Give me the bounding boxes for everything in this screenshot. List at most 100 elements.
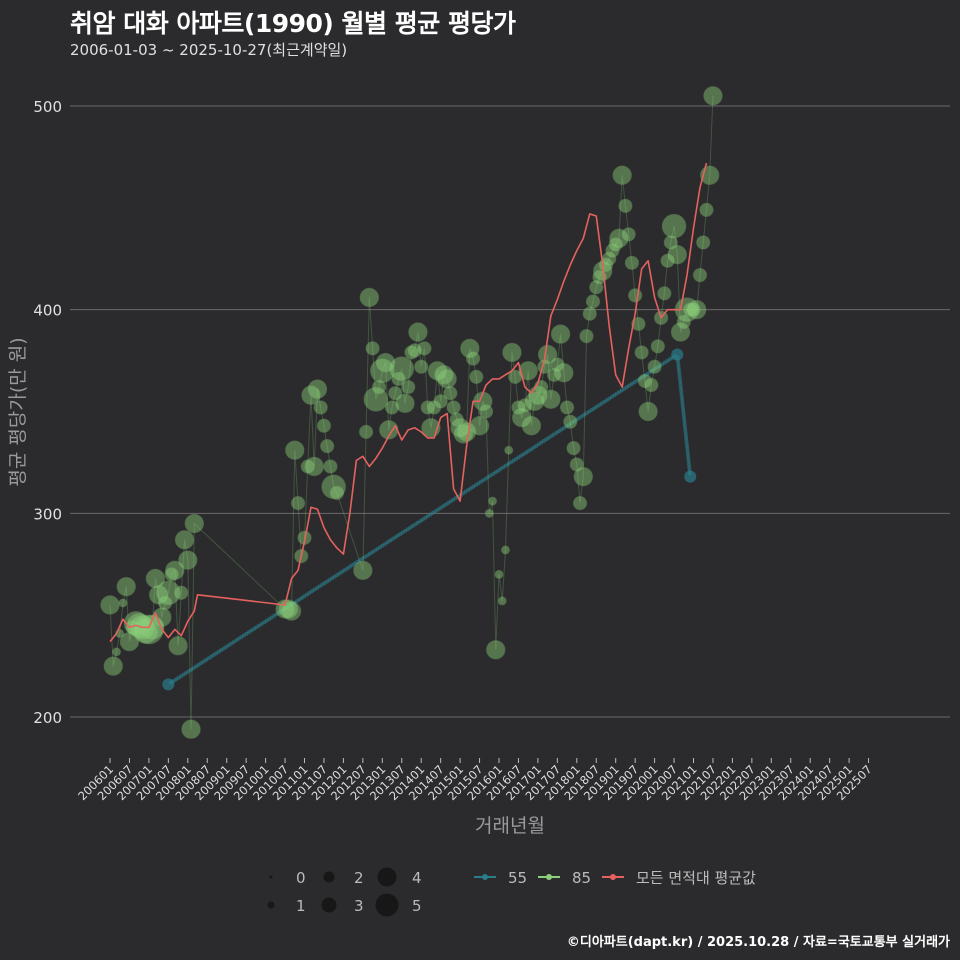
series-55-point xyxy=(671,348,684,361)
legend-size-label: 5 xyxy=(412,897,422,915)
series-85-point xyxy=(579,329,594,344)
series-85-point xyxy=(414,359,429,374)
series-85-point xyxy=(307,379,328,399)
series-85-point xyxy=(592,269,607,285)
legend-size-circle xyxy=(323,871,335,883)
series-85-point xyxy=(313,400,328,415)
series-85-point xyxy=(420,400,435,415)
series-55-dot xyxy=(685,447,690,452)
series-55-dot xyxy=(685,453,690,458)
y-tick-label: 500 xyxy=(33,98,62,116)
series-85-point xyxy=(624,255,640,270)
y-axis-label: 평균 평당가(만 원) xyxy=(7,337,29,486)
series-85-point xyxy=(644,377,659,393)
series-85-point xyxy=(164,567,179,582)
series-85-point xyxy=(443,386,458,401)
series-55-dot xyxy=(678,379,683,384)
series-85-point xyxy=(550,357,565,372)
series-85-point xyxy=(518,361,538,381)
series-85-point xyxy=(174,530,195,550)
series-85-point xyxy=(417,341,432,356)
series-85-point xyxy=(661,213,687,239)
series-85-point xyxy=(631,316,646,332)
series-85-point xyxy=(478,404,494,419)
series-85-point xyxy=(184,513,204,534)
series-85-point xyxy=(358,424,374,439)
series-55-dot xyxy=(686,456,691,461)
series-85-point xyxy=(320,439,335,454)
series-85-point xyxy=(388,386,403,401)
series-55-dot xyxy=(686,459,691,464)
series-55-dot xyxy=(682,416,687,421)
series-85-point xyxy=(134,614,164,645)
series-85-point xyxy=(300,459,315,474)
grid-lines xyxy=(70,105,950,718)
series-85-point xyxy=(304,456,324,477)
series-85-point xyxy=(301,385,321,405)
series-85-point xyxy=(488,496,498,506)
series-85-point xyxy=(465,351,481,366)
series-55-dot xyxy=(681,410,686,415)
series-85-point xyxy=(683,302,698,317)
series-85-point xyxy=(427,400,442,415)
series-85-point xyxy=(168,636,188,656)
series-85-point xyxy=(174,585,189,600)
series-85-point xyxy=(647,359,662,374)
series-85-point xyxy=(650,339,665,354)
series-85-point xyxy=(370,358,395,384)
series-85-point xyxy=(359,287,380,308)
y-tick-label: 200 xyxy=(33,709,62,727)
series-85-point xyxy=(687,299,707,320)
series-85-point xyxy=(494,569,504,579)
series-85-point xyxy=(100,595,120,615)
series-85-point xyxy=(125,620,140,635)
series-85-point xyxy=(667,244,687,265)
series-85-point xyxy=(408,322,428,342)
legend-series-dot xyxy=(610,874,616,880)
series-55-dot xyxy=(686,462,691,467)
series-85-point xyxy=(670,322,691,342)
series-85-line xyxy=(109,95,714,730)
series-85-point xyxy=(521,416,542,436)
series-85-point xyxy=(353,560,373,581)
series-85-point xyxy=(589,280,604,295)
series-55-point xyxy=(684,470,697,483)
series-85-point xyxy=(511,400,526,415)
series-85-point xyxy=(638,401,658,422)
series-55-dot xyxy=(680,401,685,406)
legend-size-circle xyxy=(321,897,337,913)
series-55-dot xyxy=(679,392,684,397)
series-85-point xyxy=(460,338,480,359)
series-85-point xyxy=(281,601,302,621)
legend-size-label: 2 xyxy=(354,869,364,887)
series-85-point xyxy=(363,386,389,412)
series-55-point xyxy=(162,678,175,691)
legend-series-label: 85 xyxy=(572,869,591,887)
chart-subtitle: 2006-01-03 ~ 2025-10-27(최근계약일) xyxy=(70,41,348,59)
series-85-point xyxy=(692,267,708,283)
legend-series-dot xyxy=(546,874,552,880)
series-55-dot xyxy=(681,413,686,418)
series-55-dot xyxy=(678,386,683,391)
series-85-point xyxy=(145,568,166,589)
y-tick-label: 400 xyxy=(33,302,62,320)
series-85-point xyxy=(329,485,345,501)
series-85-point xyxy=(119,631,140,652)
legend-size-circle xyxy=(269,875,273,879)
series-55-dot xyxy=(679,389,684,394)
series-85-point xyxy=(547,367,562,382)
series-85-point xyxy=(427,361,448,381)
series-85-point xyxy=(554,363,574,383)
series-85-point xyxy=(566,441,581,456)
series-85-point xyxy=(605,243,620,258)
legend-series-label: 55 xyxy=(508,869,527,887)
series-85-point xyxy=(165,560,185,581)
series-55-dot xyxy=(683,428,688,433)
series-85-point xyxy=(156,580,181,606)
series-55-dot xyxy=(682,422,687,427)
legend-size-label: 4 xyxy=(412,869,422,887)
series-85-point xyxy=(316,418,332,433)
series-85-point xyxy=(449,412,464,427)
